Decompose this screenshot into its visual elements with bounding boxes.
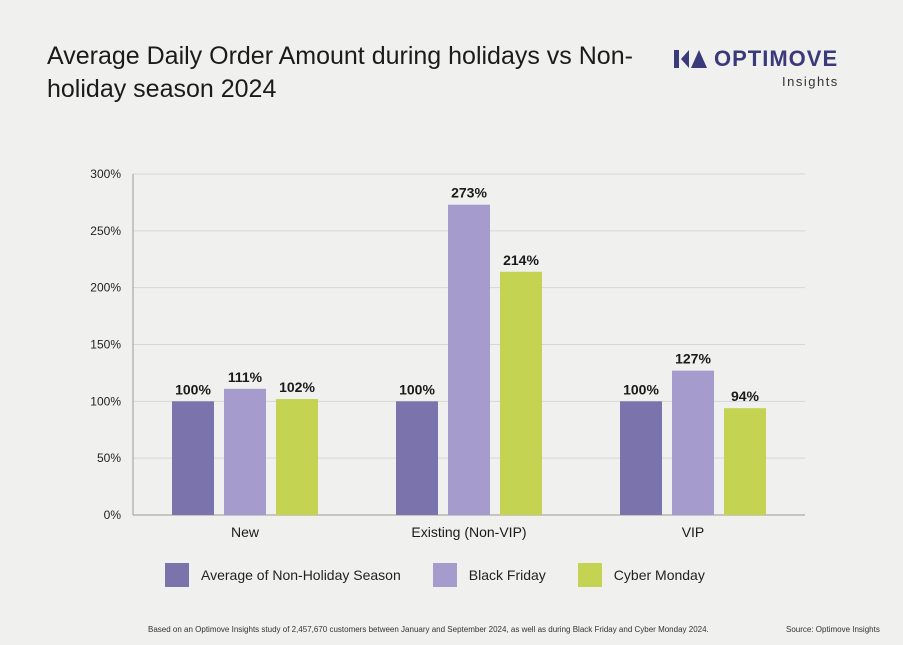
- bar: [724, 408, 766, 515]
- y-tick-label: 50%: [97, 451, 121, 465]
- bar: [672, 370, 714, 515]
- y-tick-label: 250%: [90, 224, 121, 238]
- optimove-logo-icon: [674, 50, 707, 68]
- bar: [172, 401, 214, 515]
- chart-legend: Average of Non-Holiday Season Black Frid…: [165, 563, 737, 587]
- bar: [224, 388, 266, 515]
- data-label: 111%: [228, 369, 263, 385]
- data-label: 100%: [399, 381, 435, 397]
- data-label: 100%: [623, 381, 659, 397]
- x-tick-label: Existing (Non-VIP): [411, 524, 526, 540]
- brand-subtitle: Insights: [782, 74, 839, 89]
- bar-chart: 0% 50% 100% 150% 200% 250% 300% 100% 111% 102% New…: [90, 167, 805, 540]
- legend-label: Cyber Monday: [613, 567, 705, 583]
- y-tick-label: 150%: [90, 338, 121, 352]
- x-tick-label: New: [231, 524, 260, 540]
- legend-item-black-friday: Black Friday: [432, 563, 546, 587]
- y-tick-label: 200%: [90, 281, 121, 295]
- legend-swatch: [432, 563, 457, 587]
- data-label: 94%: [731, 388, 760, 404]
- data-label: 127%: [675, 351, 711, 367]
- bar: [620, 401, 662, 515]
- legend-item-cyber-monday: Cyber Monday: [577, 563, 705, 587]
- data-label: 100%: [175, 381, 211, 397]
- legend-swatch: [165, 563, 189, 587]
- legend-item-non-holiday: Average of Non-Holiday Season: [165, 563, 401, 587]
- y-tick-label: 300%: [90, 167, 121, 181]
- brand-name: OPTIMOVE: [714, 46, 839, 71]
- y-tick-label: 100%: [90, 394, 121, 408]
- y-tick-label: 0%: [104, 508, 122, 522]
- legend-swatch: [577, 563, 602, 587]
- data-label: 273%: [451, 185, 487, 201]
- brand-logo: OPTIMOVE Insights: [674, 46, 839, 89]
- footnote: Based on an Optimove Insights study of 2…: [148, 625, 709, 634]
- bar: [396, 401, 438, 515]
- legend-label: Average of Non-Holiday Season: [201, 567, 401, 583]
- bar: [276, 399, 318, 515]
- data-label: 214%: [503, 252, 539, 268]
- chart-title: Average Daily Order Amount during holida…: [47, 42, 633, 103]
- source-note: Source: Optimove Insights: [786, 625, 880, 634]
- bar: [448, 204, 490, 515]
- x-tick-label: VIP: [682, 524, 705, 540]
- bar: [500, 271, 542, 515]
- legend-label: Black Friday: [468, 567, 546, 583]
- data-label: 102%: [279, 379, 315, 395]
